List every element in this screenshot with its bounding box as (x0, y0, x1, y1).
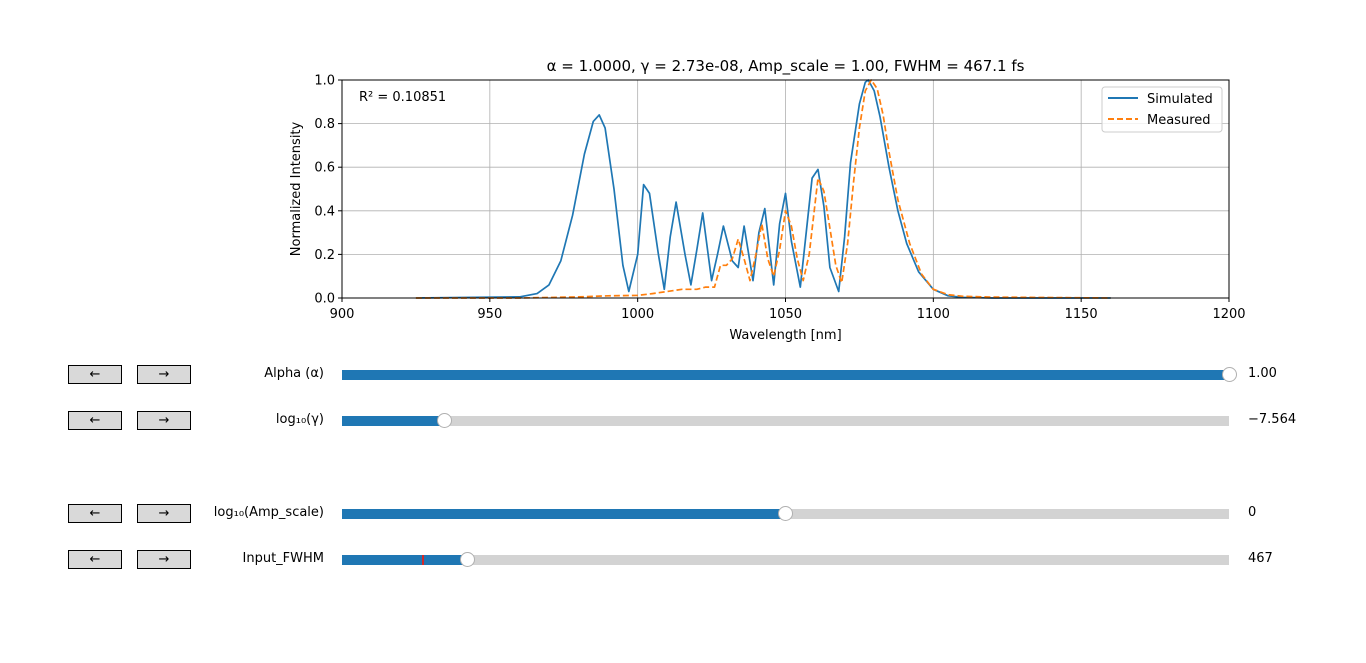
amp-scale-slider-label: log₁₀(Amp_scale) (213, 505, 324, 520)
chart-legend: Simulated Measured (1101, 86, 1223, 133)
gamma-slider-fill (342, 416, 445, 426)
chart-title: α = 1.0000, γ = 2.73e-08, Amp_scale = 1.… (547, 57, 1025, 76)
y-tick-label: 1.0 (314, 74, 335, 89)
x-tick-label: 1100 (917, 307, 950, 322)
left-arrow-icon: ← (89, 413, 101, 428)
right-arrow-icon: → (158, 367, 170, 382)
right-arrow-icon: → (158, 413, 170, 428)
gamma-slider-label: log₁₀(γ) (275, 412, 324, 427)
gamma-slider-handle[interactable] (437, 413, 453, 428)
r-squared-annotation: R² = 0.10851 (359, 90, 446, 105)
amp-scale-slider[interactable] (342, 506, 1229, 521)
amp-scale-decrement-button[interactable]: ← (68, 504, 122, 523)
legend-label-measured: Measured (1147, 113, 1211, 128)
alpha-slider-fill (342, 370, 1229, 380)
grid-lines (341, 79, 1230, 299)
fwhm-decrement-button[interactable]: ← (68, 550, 122, 569)
y-tick-label: 0.6 (314, 161, 335, 176)
alpha-increment-button[interactable]: → (137, 365, 191, 384)
alpha-decrement-button[interactable]: ← (68, 365, 122, 384)
gamma-decrement-button[interactable]: ← (68, 411, 122, 430)
series-line-simulated (415, 79, 1111, 299)
right-arrow-icon: → (158, 506, 170, 521)
fwhm-slider-fill (342, 555, 468, 565)
axis-ticks: 900 950 1000 1050 1100 1150 1200 0.0 0.2 0.4 0.6 0.… (314, 74, 1245, 323)
x-tick-label: 900 (330, 307, 355, 322)
gamma-increment-button[interactable]: → (137, 411, 191, 430)
y-tick-label: 0.4 (314, 204, 335, 219)
fwhm-slider-label: Input_FWHM (242, 551, 325, 566)
fwhm-slider-handle[interactable] (459, 552, 475, 567)
y-tick-label: 0.8 (314, 117, 335, 132)
fwhm-value: 467 (1248, 551, 1273, 566)
gamma-value: −7.564 (1248, 412, 1297, 427)
plot-area: 900 950 1000 1050 1100 1150 1200 0.0 0.2 0.4 0.6 0.… (314, 74, 1245, 323)
amp-scale-slider-fill (342, 509, 786, 519)
left-arrow-icon: ← (89, 552, 101, 567)
alpha-slider[interactable] (342, 367, 1237, 382)
fwhm-increment-button[interactable]: → (137, 550, 191, 569)
right-arrow-icon: → (158, 552, 170, 567)
x-tick-label: 950 (477, 307, 502, 322)
amp-scale-value: 0 (1248, 505, 1257, 520)
gamma-slider[interactable] (342, 413, 1229, 428)
series-layer (415, 79, 1111, 299)
alpha-value: 1.00 (1248, 366, 1277, 381)
amp-scale-slider-handle[interactable] (778, 506, 793, 521)
x-tick-label: 1050 (769, 307, 802, 322)
series-line-measured (415, 79, 1111, 299)
legend-label-simulated: Simulated (1147, 92, 1213, 107)
amp-scale-increment-button[interactable]: → (137, 504, 191, 523)
y-tick-label: 0.2 (314, 248, 335, 263)
alpha-slider-label: Alpha (α) (264, 366, 324, 381)
left-arrow-icon: ← (89, 367, 101, 382)
x-tick-label: 1000 (621, 307, 654, 322)
left-arrow-icon: ← (89, 506, 101, 521)
y-axis-label: Normalized Intensity (289, 121, 304, 256)
fwhm-initial-value-marker (421, 555, 424, 565)
alpha-slider-handle[interactable] (1221, 367, 1237, 382)
y-tick-label: 0.0 (314, 292, 335, 307)
x-tick-label: 1150 (1065, 307, 1098, 322)
x-tick-label: 1200 (1212, 307, 1245, 322)
fwhm-slider[interactable] (342, 552, 1229, 567)
x-axis-label: Wavelength [nm] (729, 328, 841, 343)
